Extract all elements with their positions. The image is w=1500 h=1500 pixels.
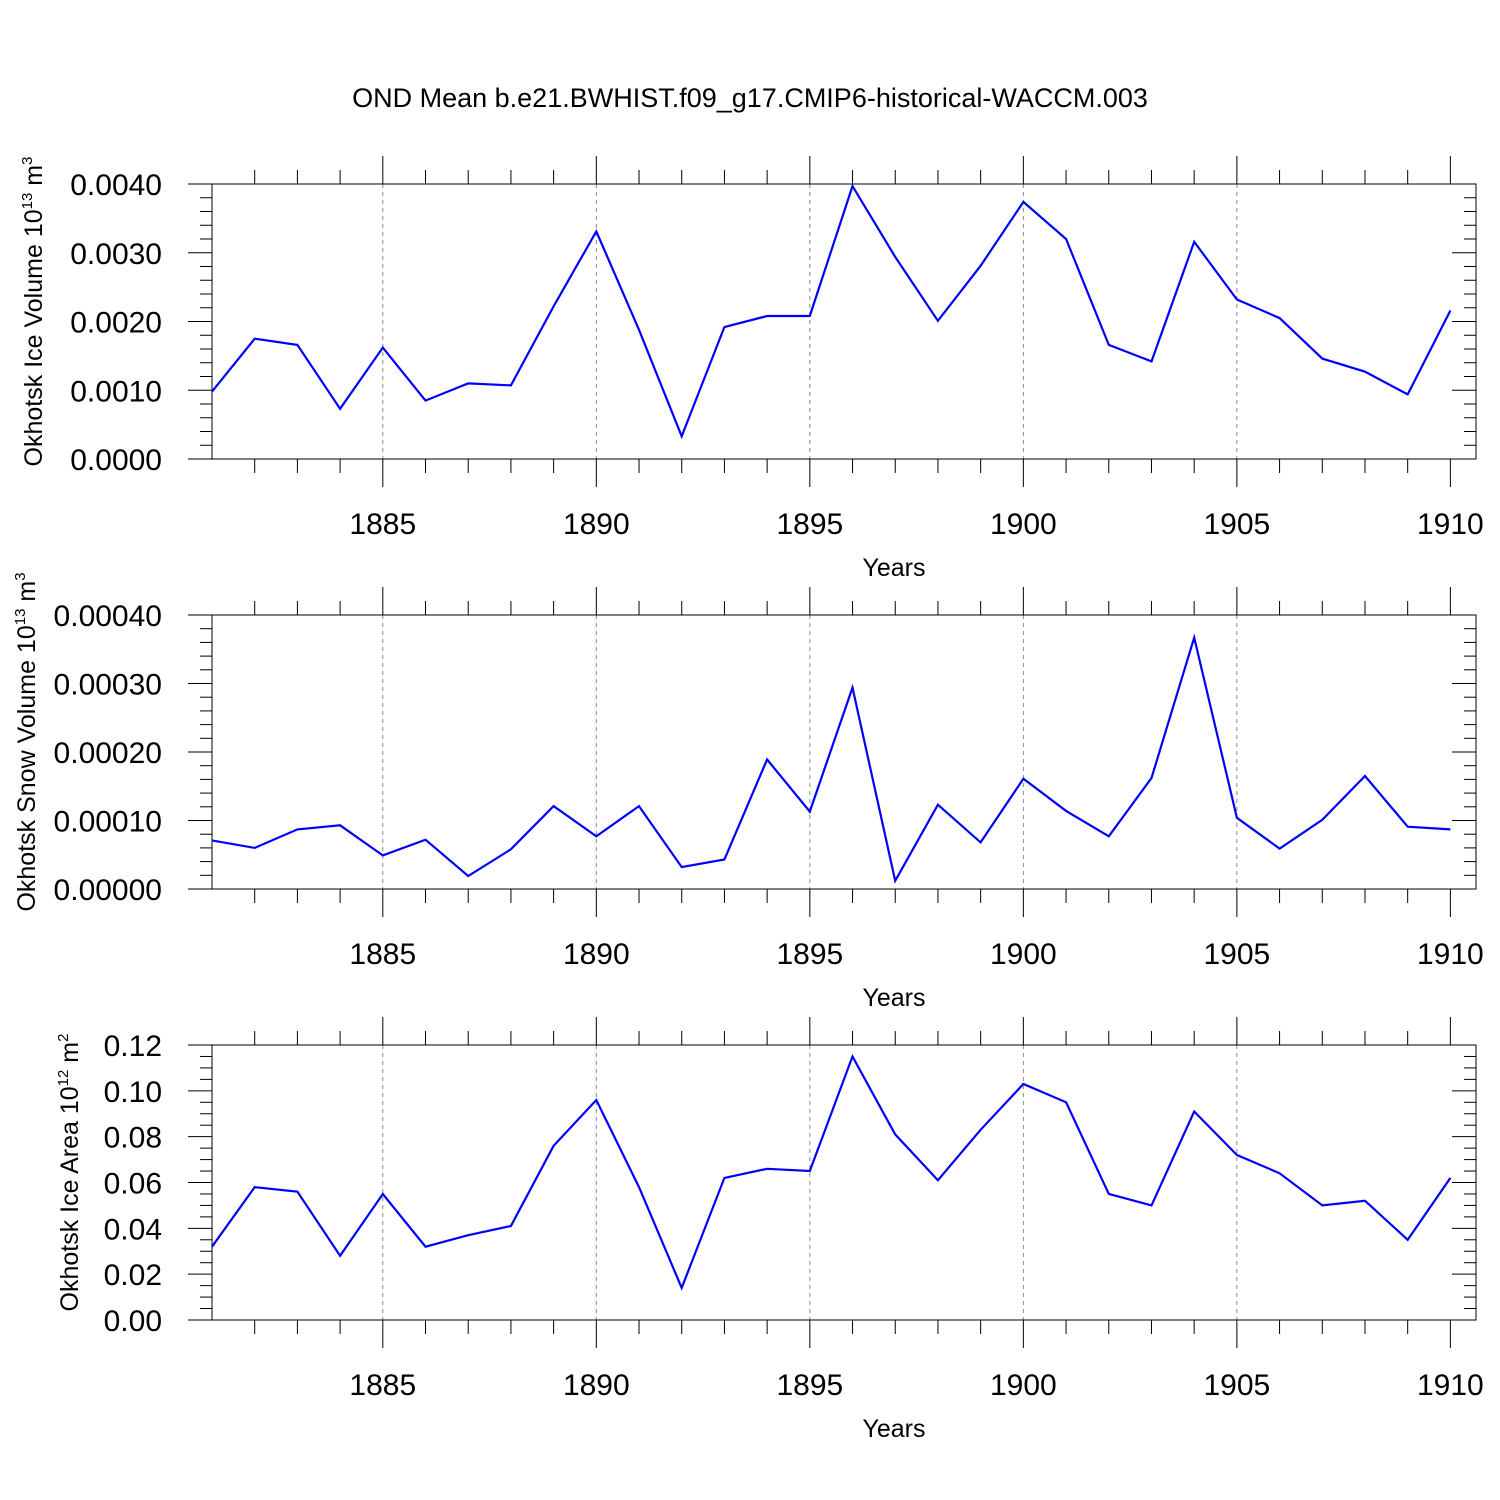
chart-title: OND Mean b.e21.BWHIST.f09_g17.CMIP6-hist…	[352, 83, 1148, 113]
y-tick-label: 0.0030	[70, 238, 162, 271]
x-tick-label-1900: 1900	[990, 938, 1057, 971]
y-axis-label: Okhotsk Snow Volume 1013 m3	[12, 572, 41, 911]
y-tick-label: 0.06	[104, 1168, 162, 1201]
y-tick-label: 0.00000	[54, 874, 162, 907]
y-tick-label: 0.0010	[70, 375, 162, 408]
plot-frame	[211, 1044, 1477, 1321]
x-tick-label-1895: 1895	[776, 1369, 843, 1402]
y-tick-label: 0.08	[104, 1122, 162, 1155]
panel-ice-area: 0.00 0.02 0.04 0.06 0.08 0.10 0.12 1885 1890 1895…	[55, 1017, 1484, 1443]
x-tick-label-1905: 1905	[1203, 938, 1270, 971]
x-tick-label-1885: 1885	[349, 508, 416, 541]
y-tick-label: 0.00010	[54, 806, 162, 839]
series-line-ice-volume	[211, 183, 1452, 440]
y-tick-label: 0.00	[104, 1305, 162, 1338]
x-tick-label-1910: 1910	[1417, 938, 1484, 971]
y-tick-label: 0.00030	[54, 669, 162, 702]
x-tick-label-1905: 1905	[1203, 1369, 1270, 1402]
x-tick-label-1900: 1900	[990, 1369, 1057, 1402]
x-tick-label-1900: 1900	[990, 508, 1057, 541]
y-axis-label: Okhotsk Ice Area 1012 m2	[55, 1034, 84, 1312]
x-tick-label-1895: 1895	[776, 508, 843, 541]
x-tick-label-1885: 1885	[349, 938, 416, 971]
x-tick-label-1905: 1905	[1203, 508, 1270, 541]
y-tick-label: 0.0020	[70, 307, 162, 340]
x-axis-label: Years	[862, 984, 925, 1012]
x-axis-label: Years	[862, 554, 925, 582]
x-tick-label-1910: 1910	[1417, 1369, 1484, 1402]
y-axis-label: Okhotsk Ice Volume 1013 m3	[19, 157, 48, 467]
series-line-ice-area	[211, 1053, 1452, 1291]
x-tick-label-1890: 1890	[563, 938, 630, 971]
y-tick-label: 0.04	[104, 1213, 162, 1246]
x-tick-label-1890: 1890	[563, 508, 630, 541]
y-tick-label: 0.02	[104, 1259, 162, 1292]
y-tick-label: 0.0040	[70, 169, 162, 202]
y-tick-label: 0.10	[104, 1076, 162, 1109]
series-line-snow-volume	[211, 633, 1451, 884]
x-tick-label-1895: 1895	[776, 938, 843, 971]
y-tick-label: 0.00040	[54, 600, 162, 633]
y-tick-label: 0.00020	[54, 737, 162, 770]
x-tick-label-1890: 1890	[563, 1369, 630, 1402]
panel-ice-volume: 0.0000 0.0010 0.0020 0.0030 0.0040 1885 1890 18…	[19, 156, 1484, 582]
y-tick-label: 0.12	[104, 1030, 162, 1063]
x-axis-label: Years	[862, 1415, 925, 1443]
x-tick-label-1910: 1910	[1417, 508, 1484, 541]
y-tick-label: 0.0000	[70, 444, 162, 477]
x-tick-label-1885: 1885	[349, 1369, 416, 1402]
panel-snow-volume: 0.00000 0.00010 0.00020 0.00030 0.00040 1885 1…	[12, 572, 1484, 1012]
plot-frame	[211, 183, 1477, 460]
